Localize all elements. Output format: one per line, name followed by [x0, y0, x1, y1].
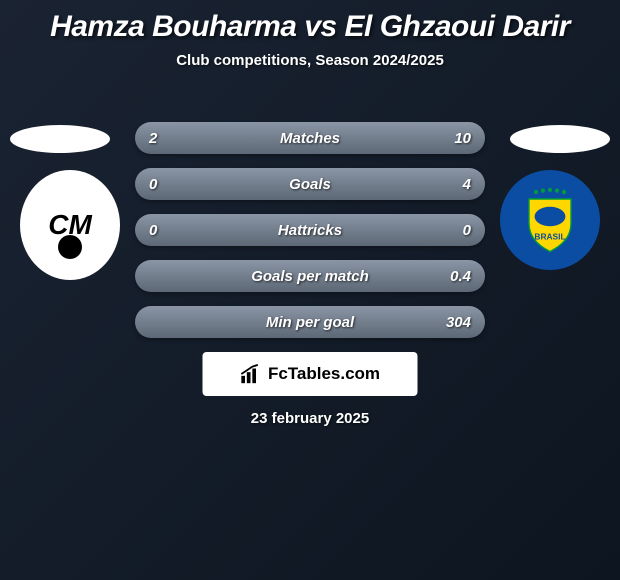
stat-label: Hattricks [278, 222, 342, 239]
bar-chart-icon [240, 363, 262, 385]
ellipse-left [10, 125, 110, 153]
cbf-shield-icon: BRASIL [515, 185, 585, 255]
stat-label: Min per goal [266, 314, 354, 331]
stat-label: Matches [280, 130, 340, 147]
club-badge-left-text: CM [48, 209, 92, 241]
stat-row-min-per-goal: Min per goal 304 [135, 306, 485, 338]
stat-row-hattricks: 0 Hattricks 0 [135, 214, 485, 246]
stat-right-value: 0 [463, 222, 471, 239]
page-title: Hamza Bouharma vs El Ghzaoui Darir [0, 0, 620, 44]
stat-left-value: 2 [149, 130, 157, 147]
stat-row-goals: 0 Goals 4 [135, 168, 485, 200]
stat-row-goals-per-match: Goals per match 0.4 [135, 260, 485, 292]
soccer-ball-icon [58, 235, 82, 259]
ellipse-right [510, 125, 610, 153]
svg-text:BRASIL: BRASIL [534, 232, 565, 242]
stat-left-value: 0 [149, 176, 157, 193]
club-badge-right: BRASIL [500, 170, 600, 270]
stat-left-value: 0 [149, 222, 157, 239]
watermark-text: FcTables.com [268, 364, 380, 384]
watermark-badge: FcTables.com [203, 352, 418, 396]
club-badge-left: CM [20, 170, 120, 280]
stat-label: Goals per match [251, 268, 369, 285]
stat-row-matches: 2 Matches 10 [135, 122, 485, 154]
date-text: 23 february 2025 [0, 410, 620, 427]
stat-right-value: 0.4 [450, 268, 471, 285]
stat-label: Goals [289, 176, 331, 193]
subtitle: Club competitions, Season 2024/2025 [0, 52, 620, 69]
stat-right-value: 10 [454, 130, 471, 147]
stat-right-value: 4 [463, 176, 471, 193]
stat-right-value: 304 [446, 314, 471, 331]
stats-container: 2 Matches 10 0 Goals 4 0 Hattricks 0 Goa… [135, 122, 485, 352]
